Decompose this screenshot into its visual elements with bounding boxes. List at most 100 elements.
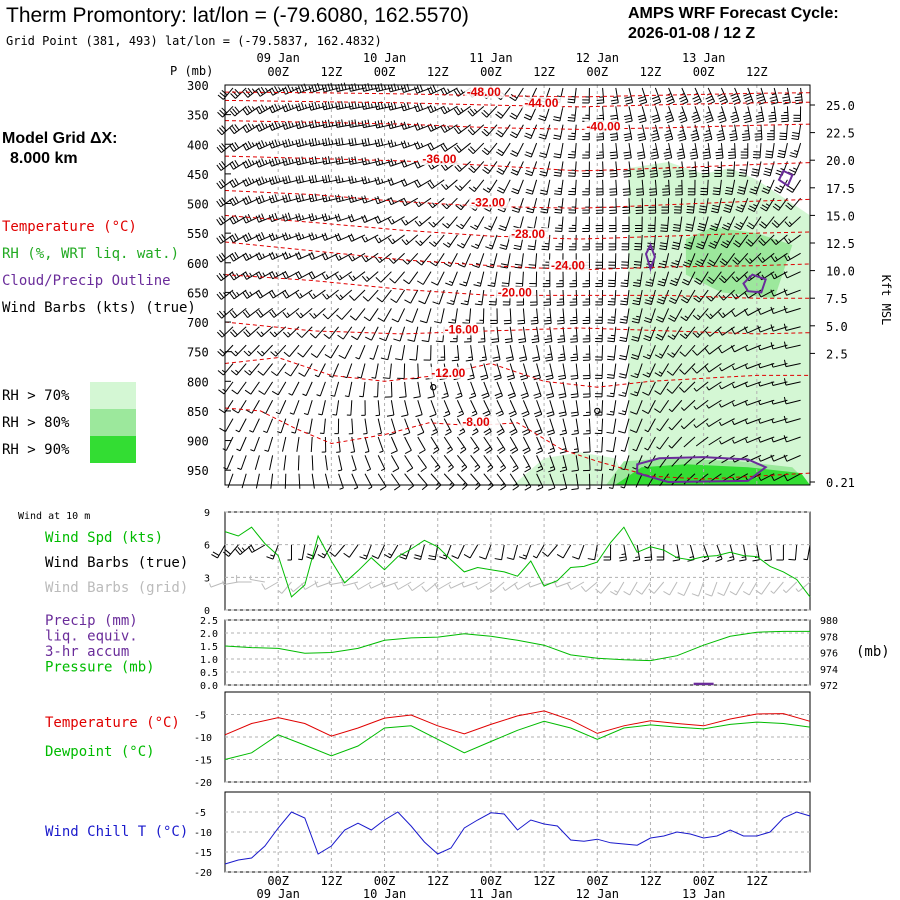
barb-flag (518, 338, 526, 341)
upper-wind-barb (743, 87, 754, 105)
upper-wind-barb (606, 400, 617, 416)
barb-flag (311, 271, 316, 278)
barb-flag (510, 112, 518, 118)
barb-staff (653, 581, 665, 594)
barb-staff (733, 418, 749, 426)
barb-flag (554, 190, 562, 193)
upper-wind-barb (632, 436, 643, 452)
barb-flag (511, 209, 519, 213)
upper-wind-barb (570, 400, 579, 417)
barb-staff (562, 436, 568, 452)
barb-half (770, 111, 776, 114)
barb-half (433, 241, 437, 245)
barb-flag (730, 93, 738, 97)
barb-staff (762, 252, 775, 264)
barb-staff (788, 234, 801, 245)
barb-flag (324, 120, 328, 128)
isotherm-line (224, 241, 811, 271)
barb-flag (704, 366, 710, 373)
barb-half (363, 554, 368, 557)
barb-flag (692, 138, 700, 142)
barb-staff (411, 308, 419, 323)
barb-staff (624, 418, 630, 434)
barb-flag (470, 146, 476, 152)
barb-flag (773, 220, 780, 226)
barb-flag (722, 241, 729, 246)
barb-half (472, 428, 477, 432)
upper-wind-barb (689, 142, 699, 160)
upper-wind-barb (483, 455, 494, 472)
barb-flag (308, 272, 313, 280)
barb-flag (587, 558, 595, 561)
barb-flag (704, 135, 712, 139)
barb-flag (618, 430, 626, 434)
barb-flag (361, 235, 366, 243)
upper-wind-barb (355, 344, 366, 360)
barb-staff (509, 308, 512, 324)
upper-wind-barb (376, 289, 392, 303)
barb-half (249, 291, 253, 296)
barb-staff (280, 418, 287, 434)
barb-flag (269, 331, 276, 338)
barb-staff (760, 124, 763, 140)
upper-wind-barb (519, 363, 529, 381)
upper-wind-barb (386, 400, 395, 417)
upper-wind-barb (582, 326, 591, 343)
barb-half (278, 123, 281, 128)
barb-staff (745, 161, 749, 177)
upper-wind-barb (595, 363, 604, 380)
barb-flag (495, 132, 502, 138)
top-time-label: 12Z (427, 65, 449, 79)
barb-flag (711, 207, 719, 211)
barb-flag (406, 102, 410, 110)
upper-wind-barb (547, 436, 556, 454)
barb-flag (338, 101, 341, 109)
barb-half (380, 468, 385, 472)
upper-wind-barb (377, 473, 387, 491)
barb-flag (284, 121, 289, 129)
barb-flag (680, 98, 687, 103)
barb-flag (532, 374, 540, 378)
barb-flag (538, 136, 546, 140)
barb-staff (408, 271, 419, 285)
barb-half (727, 222, 732, 226)
barb-flag (682, 296, 690, 301)
upper-wind-barb (644, 289, 656, 305)
barb-flag (427, 143, 432, 151)
barb-staff (233, 142, 247, 152)
upper-wind-barb (621, 234, 630, 251)
upper-wind-barb (632, 289, 643, 306)
surface-barb-true (618, 544, 627, 562)
barb-flag (632, 284, 640, 287)
barb-flag (245, 107, 250, 114)
barb-flag (694, 280, 701, 285)
barb-staff (588, 455, 591, 471)
barb-staff (786, 106, 789, 122)
isotherm-label: -36.00 (422, 152, 456, 166)
barb-half (731, 402, 735, 407)
upper-wind-barb (649, 179, 658, 196)
barb-flag (295, 272, 300, 280)
upper-wind-barb (642, 344, 656, 360)
surface-barb-grid (261, 581, 279, 590)
upper-wind-barb (296, 436, 300, 452)
barb-half (632, 448, 637, 452)
barb-staff (585, 581, 598, 593)
barb-staff (570, 581, 585, 590)
barb-flag (311, 213, 315, 221)
upper-wind-barb (663, 142, 673, 160)
barb-staff (221, 326, 234, 338)
barb-staff (468, 308, 472, 324)
barb-flag (536, 486, 544, 491)
barb-flag (361, 102, 364, 110)
barb-flag (756, 117, 764, 120)
barb-flag (654, 354, 662, 359)
barb-flag (298, 372, 305, 377)
barb-flag (508, 410, 516, 415)
barb-staff (708, 399, 722, 409)
barb-flag (663, 175, 671, 178)
barb-staff (546, 179, 551, 195)
barb-flag (610, 136, 618, 139)
barb-half (328, 375, 333, 378)
upper-wind-barb (622, 216, 630, 233)
